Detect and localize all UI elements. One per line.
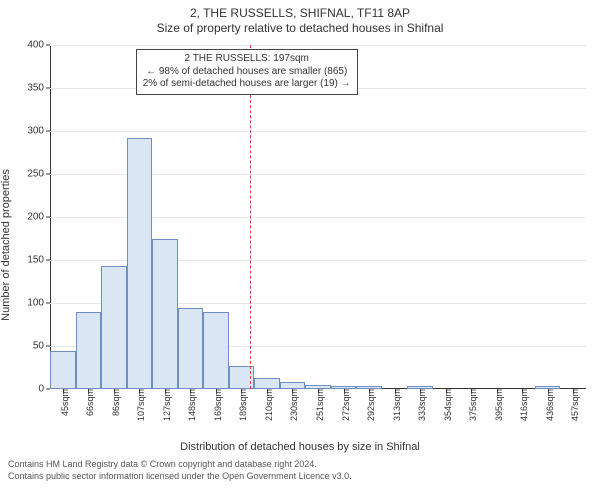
title-block: 2, THE RUSSELLS, SHIFNAL, TF11 8AP Size … bbox=[0, 0, 600, 35]
histogram-bar bbox=[203, 312, 229, 389]
chart-container: Number of detached properties 0501001502… bbox=[0, 35, 600, 455]
xtick-label: 230sqm bbox=[285, 389, 299, 421]
histogram-bar bbox=[152, 239, 178, 389]
ytick-label: 350 bbox=[27, 83, 50, 94]
ytick-label: 150 bbox=[27, 255, 50, 266]
xtick-label: 416sqm bbox=[515, 389, 529, 421]
histogram-bar bbox=[50, 351, 76, 389]
histogram-bar bbox=[254, 378, 280, 389]
ytick-label: 200 bbox=[27, 212, 50, 223]
xtick-label: 272sqm bbox=[337, 389, 351, 421]
xtick-label: 395sqm bbox=[490, 389, 504, 421]
gridline bbox=[50, 45, 586, 46]
xtick-label: 333sqm bbox=[413, 389, 427, 421]
xtick-label: 210sqm bbox=[260, 389, 274, 421]
annotation-line-1: 2 THE RUSSELLS: 197sqm bbox=[143, 53, 351, 66]
xtick-label: 354sqm bbox=[439, 389, 453, 421]
x-axis-label: Distribution of detached houses by size … bbox=[0, 441, 600, 453]
title-main: 2, THE RUSSELLS, SHIFNAL, TF11 8AP bbox=[0, 6, 600, 20]
xtick-label: 436sqm bbox=[541, 389, 555, 421]
histogram-bar bbox=[101, 266, 127, 389]
xtick-label: 313sqm bbox=[388, 389, 402, 421]
xtick-label: 169sqm bbox=[209, 389, 223, 421]
ytick-label: 250 bbox=[27, 169, 50, 180]
xtick-label: 251sqm bbox=[311, 389, 325, 421]
histogram-bar bbox=[76, 312, 102, 389]
annotation-box: 2 THE RUSSELLS: 197sqm ← 98% of detached… bbox=[136, 49, 358, 95]
title-sub: Size of property relative to detached ho… bbox=[0, 21, 600, 35]
ytick-label: 300 bbox=[27, 126, 50, 137]
xtick-label: 127sqm bbox=[158, 389, 172, 421]
plot-area: 05010015020025030035040045sqm66sqm86sqm1… bbox=[50, 45, 586, 389]
xtick-label: 107sqm bbox=[132, 389, 146, 421]
xtick-label: 457sqm bbox=[566, 389, 580, 421]
histogram-bar bbox=[127, 138, 153, 389]
xtick-label: 375sqm bbox=[464, 389, 478, 421]
footer: Contains HM Land Registry data © Crown c… bbox=[0, 455, 600, 482]
y-axis-label: Number of detached properties bbox=[0, 169, 12, 321]
ytick-label: 100 bbox=[27, 298, 50, 309]
reference-line bbox=[250, 45, 251, 389]
annotation-line-2: ← 98% of detached houses are smaller (86… bbox=[143, 66, 351, 79]
histogram-bar bbox=[178, 308, 204, 389]
xtick-label: 148sqm bbox=[183, 389, 197, 421]
footer-line-2: Contains public sector information licen… bbox=[8, 471, 592, 483]
footer-line-1: Contains HM Land Registry data © Crown c… bbox=[8, 459, 592, 471]
xtick-label: 189sqm bbox=[234, 389, 248, 421]
ytick-label: 0 bbox=[38, 384, 50, 395]
gridline bbox=[50, 131, 586, 132]
xtick-label: 292sqm bbox=[362, 389, 376, 421]
ytick-label: 400 bbox=[27, 40, 50, 51]
histogram-bar bbox=[280, 382, 306, 389]
ytick-label: 50 bbox=[33, 341, 50, 352]
xtick-label: 86sqm bbox=[107, 389, 121, 416]
xtick-label: 45sqm bbox=[56, 389, 70, 416]
xtick-label: 66sqm bbox=[81, 389, 95, 416]
annotation-line-3: 2% of semi-detached houses are larger (1… bbox=[143, 78, 351, 91]
